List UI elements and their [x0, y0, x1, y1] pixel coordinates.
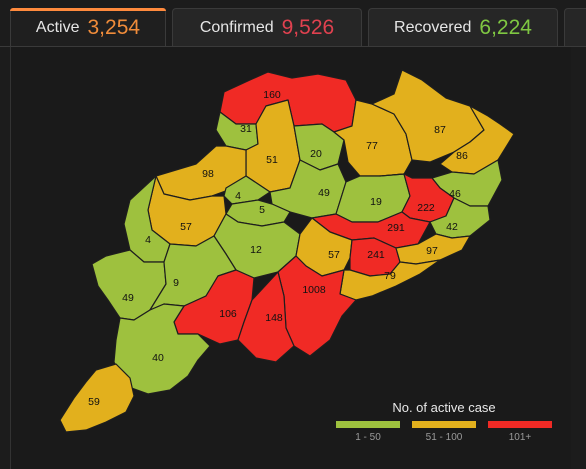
district-5-count: 5 — [259, 204, 265, 216]
legend-title: No. of active case — [392, 400, 496, 415]
district-57a-count: 57 — [180, 221, 192, 233]
district-12-count: 12 — [250, 244, 262, 256]
district-42-count: 42 — [446, 221, 458, 233]
tab-more[interactable] — [564, 8, 586, 46]
tab-confirmed[interactable]: Confirmed 9,526 — [172, 8, 362, 46]
district-40-count: 40 — [152, 352, 164, 364]
district-57b-count: 57 — [328, 249, 340, 261]
legend-label-high: 101+ — [508, 432, 532, 443]
tab-confirmed-value: 9,526 — [281, 15, 335, 39]
district-98-count: 98 — [202, 168, 214, 180]
tab-active[interactable]: Active 3,254 — [10, 8, 166, 46]
district-148-count: 148 — [265, 312, 283, 324]
stat-tabs: Active 3,254 Confirmed 9,526 Recovered 6… — [0, 0, 586, 48]
district-97-count: 97 — [426, 245, 438, 257]
district-49b-count: 49 — [122, 292, 134, 304]
district-291-count: 291 — [387, 222, 405, 234]
district-86-count: 86 — [456, 150, 468, 162]
district-79-count: 79 — [384, 270, 396, 282]
district-222-count: 222 — [417, 202, 435, 214]
tab-recovered[interactable]: Recovered 6,224 — [368, 8, 558, 46]
district-87-count: 87 — [434, 124, 446, 136]
district-160-count: 160 — [263, 89, 281, 101]
legend-item-low: 1 - 50 — [336, 421, 400, 443]
district-9-count: 9 — [173, 277, 179, 289]
legend-swatch-high — [488, 421, 552, 428]
district-148-region[interactable] — [237, 271, 295, 363]
tab-active-label: Active — [35, 18, 80, 36]
district-4a-count: 4 — [145, 234, 151, 246]
district-20-count: 20 — [310, 148, 322, 160]
legend-swatch-mid — [412, 421, 476, 428]
district-49a-count: 49 — [318, 187, 330, 199]
district-4b-count: 4 — [235, 190, 241, 202]
tab-confirmed-label: Confirmed — [199, 18, 274, 36]
district-19-count: 19 — [370, 196, 382, 208]
district-241-count: 241 — [367, 249, 385, 261]
district-42-region[interactable] — [429, 197, 491, 239]
legend-item-high: 101+ — [488, 421, 552, 443]
tab-active-value: 3,254 — [87, 15, 141, 39]
district-59-count: 59 — [88, 396, 100, 408]
tab-recovered-label: Recovered — [394, 18, 472, 36]
district-77-count: 77 — [366, 140, 378, 152]
district-46-count: 46 — [449, 188, 461, 200]
legend-swatch-low — [336, 421, 400, 428]
tab-recovered-value: 6,224 — [479, 15, 532, 39]
legend-item-mid: 51 - 100 — [412, 421, 476, 443]
district-59-region[interactable] — [59, 363, 135, 433]
district-106-count: 106 — [219, 308, 237, 320]
district-1008-count: 1008 — [302, 284, 326, 296]
map-legend: No. of active case 1 - 50 51 - 100 101+ — [336, 400, 552, 443]
legend-label-mid: 51 - 100 — [425, 432, 463, 443]
tab-divider — [0, 46, 586, 47]
district-31-count: 31 — [240, 123, 252, 135]
legend-label-low: 1 - 50 — [355, 432, 381, 443]
district-51-count: 51 — [266, 154, 278, 166]
